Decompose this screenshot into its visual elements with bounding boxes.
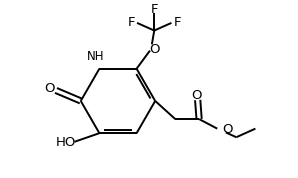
Text: O: O <box>222 123 232 136</box>
Text: O: O <box>44 82 55 95</box>
Text: O: O <box>149 43 159 56</box>
Text: HO: HO <box>55 136 76 149</box>
Text: F: F <box>128 16 135 29</box>
Text: NH: NH <box>87 49 104 62</box>
Text: F: F <box>151 2 159 15</box>
Text: F: F <box>173 16 181 29</box>
Text: O: O <box>192 89 202 102</box>
